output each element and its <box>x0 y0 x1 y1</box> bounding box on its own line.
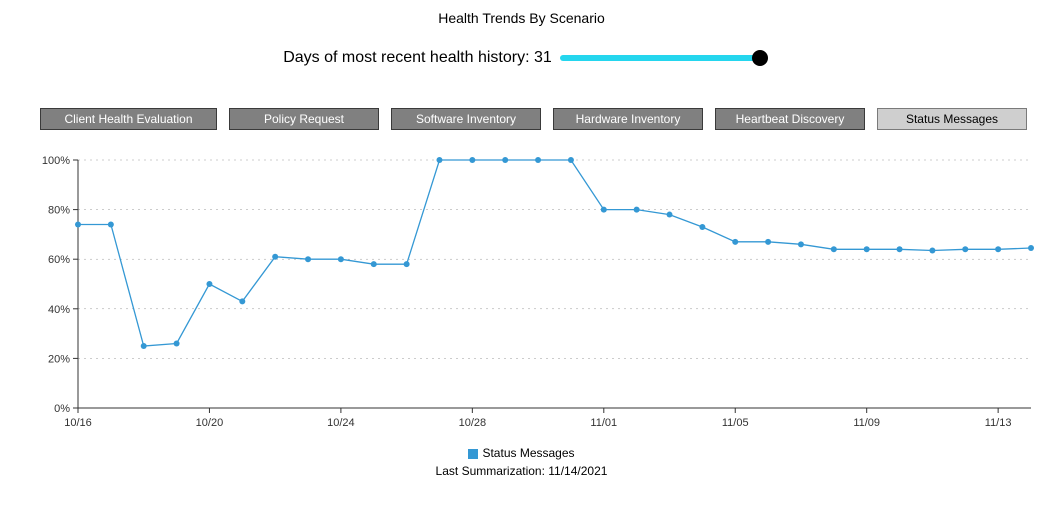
svg-text:11/05: 11/05 <box>722 417 749 429</box>
slider-track[interactable] <box>560 48 760 68</box>
svg-text:100%: 100% <box>42 155 70 167</box>
svg-text:60%: 60% <box>48 254 70 266</box>
svg-text:80%: 80% <box>48 205 70 217</box>
tab-status-messages[interactable]: Status Messages <box>877 108 1027 130</box>
svg-text:11/13: 11/13 <box>985 417 1012 429</box>
history-days-slider[interactable]: Days of most recent health history: 31 <box>0 48 1043 68</box>
svg-text:10/28: 10/28 <box>459 417 487 429</box>
tab-heartbeat-discovery[interactable]: Heartbeat Discovery <box>715 108 865 130</box>
svg-text:10/16: 10/16 <box>64 417 92 429</box>
svg-text:20%: 20% <box>48 353 70 365</box>
slider-thumb[interactable] <box>752 50 768 66</box>
page-title: Health Trends By Scenario <box>0 0 1043 26</box>
last-summarization: Last Summarization: 11/14/2021 <box>0 464 1043 478</box>
chart-legend: Status Messages <box>0 446 1043 460</box>
svg-text:10/20: 10/20 <box>196 417 224 429</box>
legend-label: Status Messages <box>482 446 574 460</box>
svg-text:10/24: 10/24 <box>327 417 355 429</box>
svg-text:11/01: 11/01 <box>590 417 617 429</box>
svg-text:0%: 0% <box>54 403 70 415</box>
tab-software-inventory[interactable]: Software Inventory <box>391 108 541 130</box>
health-trend-chart: 0% 20% 40% 60% 80% 100% 10/16 10/20 10/24 10/28 11… <box>8 150 1035 440</box>
tab-policy-request[interactable]: Policy Request <box>229 108 379 130</box>
tab-hardware-inventory[interactable]: Hardware Inventory <box>553 108 703 130</box>
svg-text:40%: 40% <box>48 304 70 316</box>
slider-fill <box>560 55 760 61</box>
slider-label: Days of most recent health history: 31 <box>283 49 552 67</box>
scenario-tabs: Client Health Evaluation Policy Request So… <box>40 108 1003 130</box>
legend-swatch <box>468 449 478 459</box>
svg-text:11/09: 11/09 <box>853 417 880 429</box>
tab-client-health-evaluation[interactable]: Client Health Evaluation <box>40 108 217 130</box>
